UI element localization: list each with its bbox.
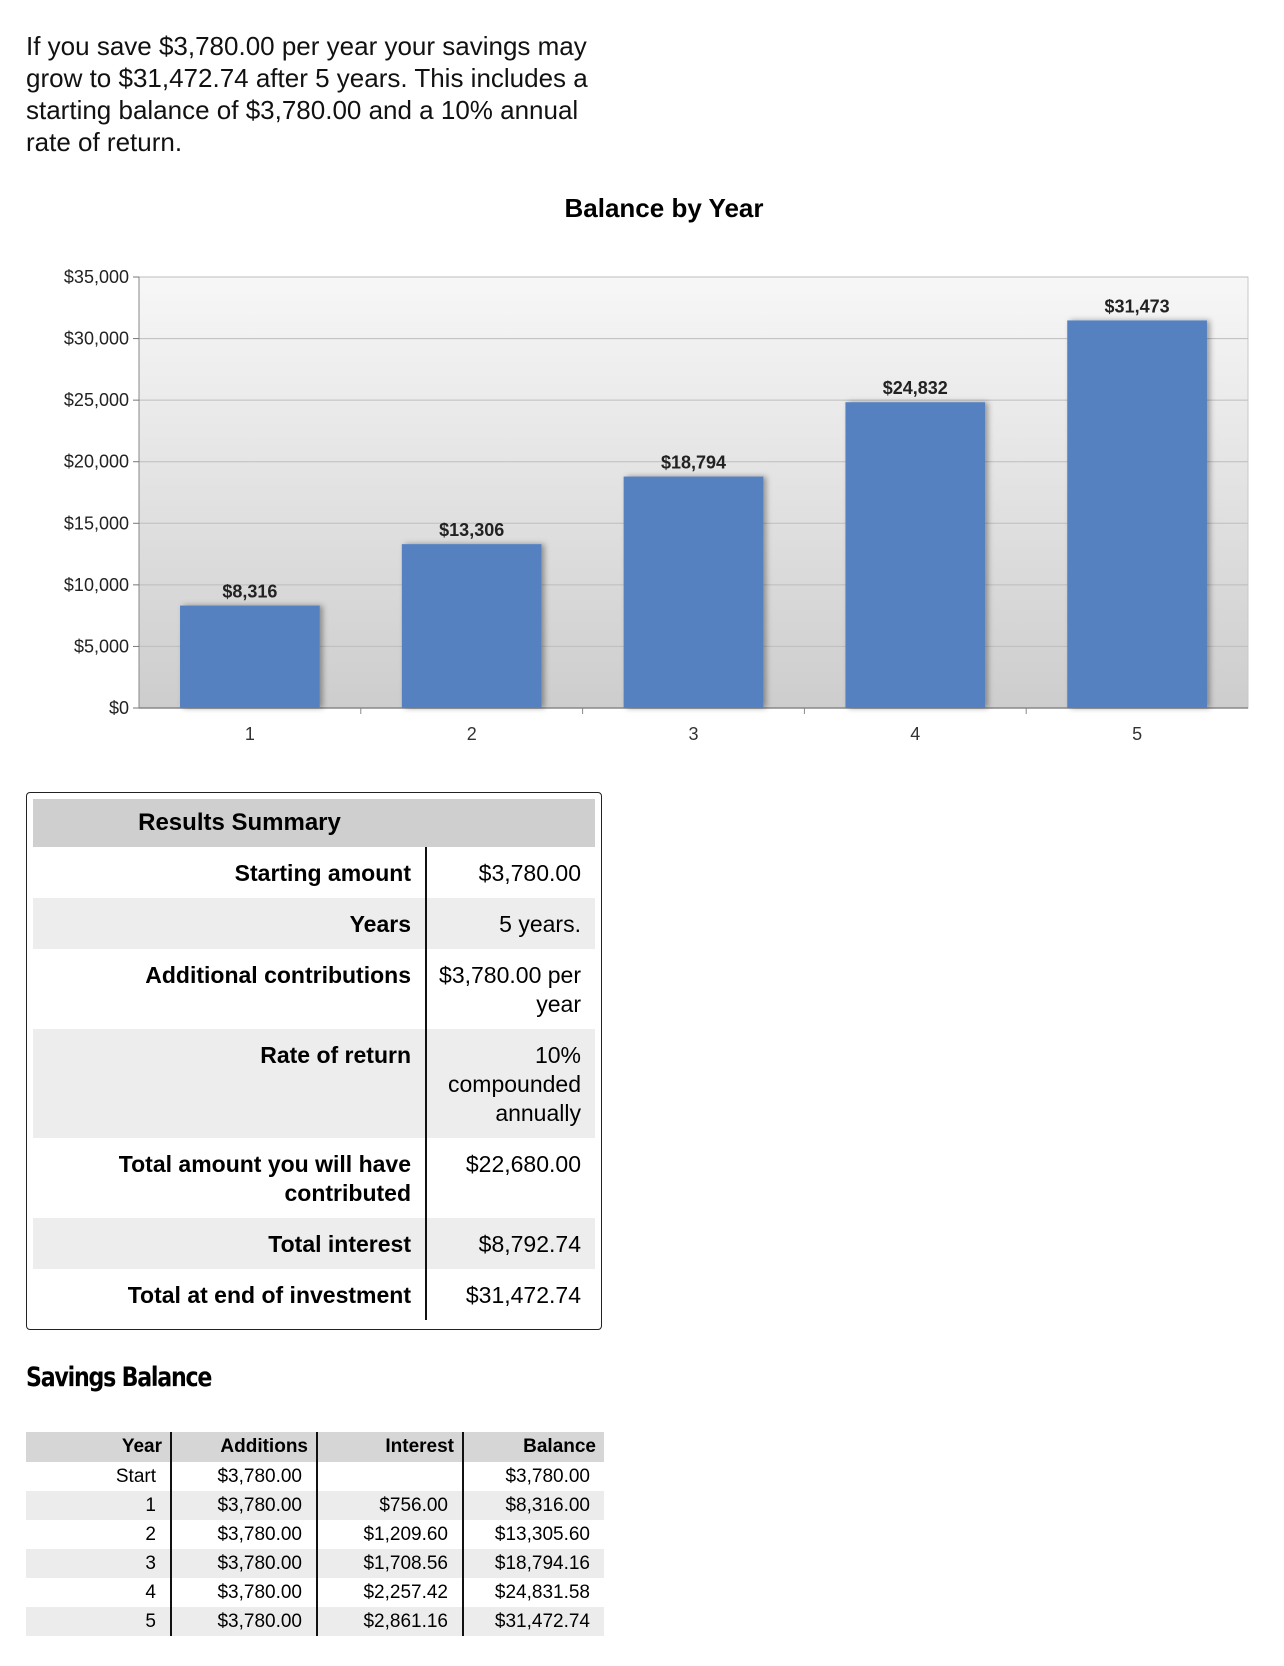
year-cell: 1 [26,1491,171,1520]
results-summary-title: Results Summary [33,799,595,847]
data-label: $31,473 [1105,296,1170,316]
y-tick-label: $0 [109,698,129,718]
y-tick-label: $10,000 [64,575,129,595]
y-tick-label: $15,000 [64,513,129,533]
year-cell: 4 [145,1581,156,1603]
interest-cell: $1,708.56 [316,1549,463,1578]
additions-cell: $3,780.00 [170,1520,317,1549]
balance-cell: $24,831.58 [462,1578,604,1607]
bar [401,544,542,708]
y-tick-label: $35,000 [64,267,129,287]
column-header-additions: Additions [170,1432,317,1462]
column-header-balance: Balance [462,1432,604,1462]
data-label: $13,306 [439,520,504,540]
bar [623,476,764,708]
interest-cell: $756.00 [316,1491,463,1520]
interest-cell [316,1462,463,1491]
column-header-year: Year [26,1432,171,1462]
year-cell: 5 [26,1607,171,1636]
data-label: $18,794 [661,453,726,473]
summary-row-rate-of-return: Rate of return 10% compounded annually [33,1029,595,1138]
y-tick-label: $20,000 [64,452,129,472]
table-row: 1 $3,780.00 $756.00 $8,316.00 [26,1491,604,1520]
data-label: $8,316 [222,582,277,602]
savings-balance-title: Savings Balance [26,1362,212,1393]
table-row: 2 $3,780.00 $1,209.60 $13,305.60 [26,1520,604,1549]
year-cell: 3 [26,1549,171,1578]
data-label: $24,832 [883,378,948,398]
interest-cell: $1,209.60 [316,1520,463,1549]
summary-value: $3,780.00 per year [439,962,581,1017]
y-tick-label: $25,000 [64,390,129,410]
summary-label: Years [33,898,427,949]
summary-label: Total interest [33,1218,427,1269]
summary-value: 5 years. [426,898,595,949]
x-tick-label: 4 [910,724,920,744]
bar [1067,320,1207,708]
y-tick-label: $30,000 [64,329,129,349]
summary-label: Total amount you will have contributed [33,1138,427,1218]
year-cell: 2 [145,1523,156,1545]
summary-label: Additional contributions [33,949,427,1029]
bar [845,402,986,708]
balance-cell: $31,472.74 [462,1607,604,1636]
summary-value: $3,780.00 [478,860,581,886]
additions-cell: $3,780.00 [170,1578,317,1607]
additions-cell: $3,780.00 [170,1607,317,1636]
table-row: 4 $3,780.00 $2,257.42 $24,831.58 [26,1578,604,1607]
x-tick-label: 5 [1132,724,1142,744]
x-tick-label: 2 [467,724,477,744]
chart-title: Balance by Year [565,193,764,223]
summary-value: $22,680.00 [465,1151,581,1177]
balance-cell: $18,794.16 [462,1549,604,1578]
summary-row-total-interest: Total interest $8,792.74 [33,1218,595,1269]
savings-balance-table: Year Additions Interest Balance Start $3… [26,1432,604,1636]
y-tick-label: $5,000 [74,636,129,656]
bar [180,605,320,708]
summary-row-additional-contributions: Additional contributions $3,780.00 per y… [33,949,595,1029]
summary-row-total-contributed: Total amount you will have contributed $… [33,1138,595,1218]
table-row: 3 $3,780.00 $1,708.56 $18,794.16 [26,1549,604,1578]
summary-value: $31,472.74 [465,1282,581,1308]
summary-label: Rate of return [33,1029,427,1138]
x-tick-label: 1 [245,724,255,744]
additions-cell: $3,780.00 [170,1491,317,1520]
additions-cell: $3,780.00 [170,1462,317,1491]
intro-text: If you save $3,780.00 per year your savi… [26,31,588,157]
table-row: 5 $3,780.00 $2,861.16 $31,472.74 [26,1607,604,1636]
summary-label: Starting amount [33,847,427,898]
table-header-row: Year Additions Interest Balance [26,1432,604,1462]
summary-value: $8,792.74 [426,1218,595,1269]
interest-cell: $2,257.42 [316,1578,463,1607]
summary-label: Total at end of investment [33,1269,427,1320]
interest-cell: $2,861.16 [316,1607,463,1636]
year-cell: Start [115,1465,156,1487]
summary-row-years: Years 5 years. [33,898,595,949]
x-tick-label: 3 [688,724,698,744]
summary-value: 10% compounded annually [426,1029,595,1138]
column-header-interest: Interest [316,1432,463,1462]
results-summary-panel: Results Summary Starting amount $3,780.0… [26,792,602,1330]
table-row: Start $3,780.00 $3,780.00 [26,1462,604,1491]
additions-cell: $3,780.00 [170,1549,317,1578]
balance-cell: $8,316.00 [462,1491,604,1520]
summary-row-total-at-end: Total at end of investment $31,472.74 [33,1269,595,1320]
results-summary-table: Results Summary Starting amount $3,780.0… [33,799,595,1320]
balance-cell: $3,780.00 [462,1462,604,1491]
balance-by-year-chart: Balance by Year $0 $5,000 $10,000 $15,000 $2… [64,193,1249,744]
balance-cell: $13,305.60 [462,1520,604,1549]
summary-row-starting-amount: Starting amount $3,780.00 [33,847,595,898]
